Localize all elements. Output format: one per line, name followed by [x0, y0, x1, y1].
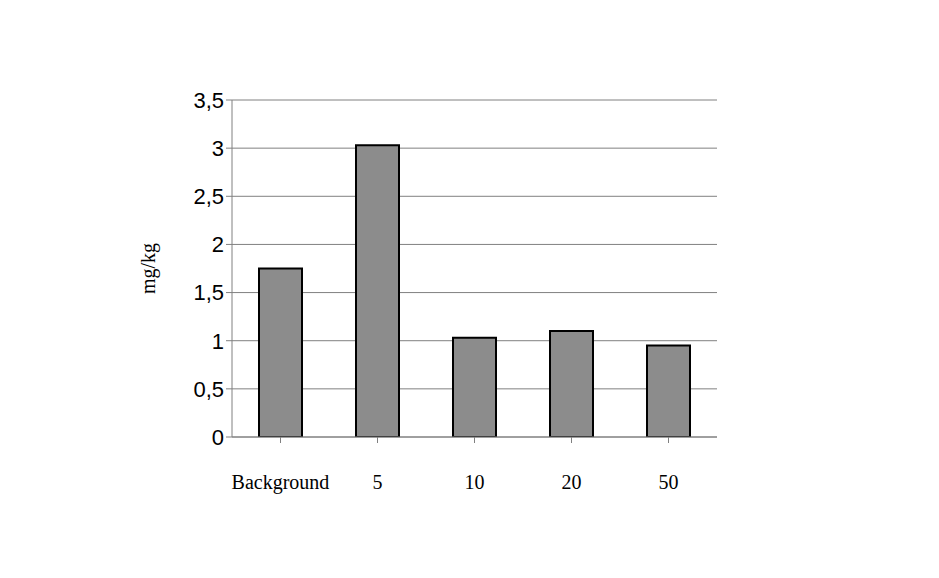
svg-text:1,5: 1,5	[193, 280, 224, 305]
svg-text:2,5: 2,5	[193, 184, 224, 209]
svg-text:50: 50	[659, 471, 679, 493]
svg-text:20: 20	[562, 471, 582, 493]
svg-text:5: 5	[373, 471, 383, 493]
svg-text:0: 0	[212, 425, 224, 450]
svg-text:mg/kg: mg/kg	[137, 243, 160, 294]
svg-text:Background: Background	[232, 471, 330, 494]
svg-text:1: 1	[212, 329, 224, 354]
svg-text:0,5: 0,5	[193, 377, 224, 402]
svg-text:3: 3	[212, 136, 224, 161]
svg-text:2: 2	[212, 232, 224, 257]
svg-text:10: 10	[465, 471, 485, 493]
svg-text:3,5: 3,5	[193, 88, 224, 113]
